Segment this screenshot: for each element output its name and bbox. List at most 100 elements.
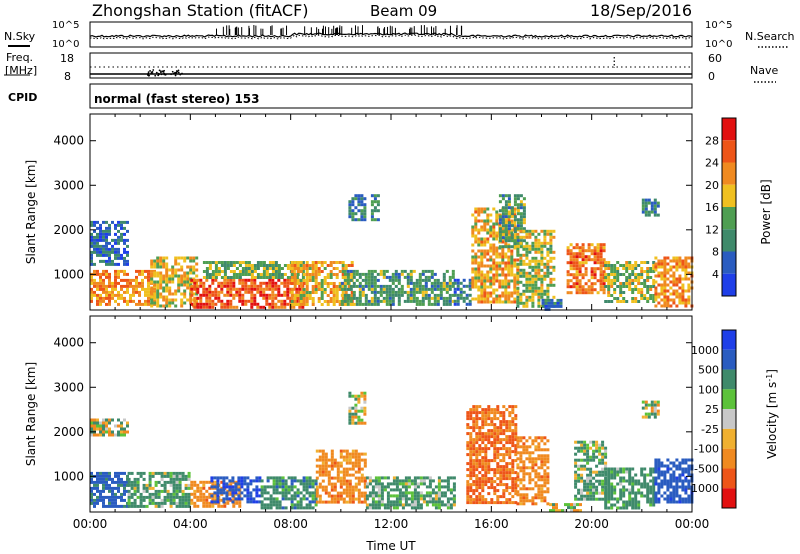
heatmap-cell: [342, 488, 346, 492]
heatmap-cell: [401, 479, 405, 483]
heatmap-cell: [365, 494, 369, 498]
heatmap-cell: [324, 455, 328, 459]
heatmap-cell: [516, 244, 520, 248]
heatmap-cell: [425, 503, 429, 507]
heatmap-cell: [363, 406, 367, 410]
heatmap-cell: [225, 482, 229, 486]
heatmap-cell: [320, 282, 324, 285]
heatmap-cell: [578, 285, 582, 289]
heatmap-cell: [499, 477, 503, 481]
heatmap-cell: [637, 291, 641, 294]
heatmap-cell: [193, 480, 197, 484]
heatmap-cell: [355, 272, 359, 276]
heatmap-cell: [445, 299, 449, 303]
heatmap-cell: [174, 289, 178, 293]
heatmap-cell: [492, 249, 496, 253]
heatmap-cell: [510, 261, 514, 265]
heatmap-cell: [202, 284, 206, 288]
heatmap-cell: [541, 298, 545, 302]
heatmap-cell: [217, 504, 221, 508]
heatmap-cell: [183, 283, 187, 287]
heatmap-cell: [531, 229, 535, 233]
heatmap-cell: [208, 284, 212, 288]
heatmap-cell: [543, 469, 547, 473]
heatmap-cell: [114, 238, 117, 242]
heatmap-cell: [142, 489, 146, 493]
heatmap-cell: [400, 284, 404, 288]
heatmap-cell: [469, 465, 473, 469]
heatmap-cell: [451, 281, 455, 285]
heatmap-cell: [229, 293, 233, 297]
freq-dot: [164, 73, 167, 76]
heatmap-cell: [398, 488, 402, 492]
heatmap-cell: [427, 278, 431, 282]
heatmap-cell: [302, 294, 306, 297]
heatmap-cell: [654, 286, 658, 290]
heatmap-cell: [367, 299, 371, 303]
heatmap-cell: [376, 209, 380, 213]
heatmap-cell: [406, 290, 410, 294]
heatmap-cell: [166, 489, 170, 493]
heatmap-cell: [193, 483, 197, 487]
heatmap-cell: [410, 482, 414, 486]
heatmap-cell: [298, 287, 302, 291]
heatmap-cell: [190, 492, 194, 496]
heatmap-cell: [578, 249, 582, 253]
heatmap-cell: [263, 506, 267, 510]
heatmap-cell: [489, 282, 493, 286]
heatmap-cell: [681, 265, 685, 269]
heatmap-cell: [647, 210, 651, 214]
heatmap-cell: [543, 229, 547, 233]
heatmap-cell: [489, 279, 493, 283]
heatmap-cell: [525, 289, 529, 293]
heatmap-cell: [117, 275, 120, 279]
heatmap-cell: [534, 250, 538, 254]
heatmap-cell: [513, 297, 517, 301]
heatmap-cell: [235, 290, 239, 294]
heatmap-cell: [290, 303, 294, 306]
heatmap-cell: [419, 482, 423, 486]
heatmap-cell: [622, 503, 626, 507]
heatmap-cell: [93, 247, 96, 251]
heatmap-cell: [546, 253, 550, 257]
heatmap-cell: [385, 302, 389, 306]
heatmap-cell: [220, 264, 224, 267]
heatmap-cell: [172, 492, 176, 496]
heatmap-cell: [400, 272, 404, 276]
heatmap-cell: [392, 479, 396, 483]
heatmap-cell: [360, 218, 364, 222]
heatmap-cell: [640, 470, 644, 474]
heatmap-cell: [546, 502, 550, 506]
heatmap-cell: [332, 291, 336, 294]
heatmap-cell: [508, 441, 512, 445]
heatmap-cell: [272, 485, 276, 489]
heatmap-cell: [415, 281, 419, 285]
heatmap-cell: [388, 275, 392, 279]
heatmap-cell: [592, 443, 596, 447]
heatmap-cell: [234, 485, 238, 489]
heatmap-cell: [496, 453, 500, 457]
heatmap-cell: [99, 259, 102, 263]
heatmap-cell: [452, 476, 456, 480]
heatmap-cell: [401, 506, 405, 510]
heatmap-cell: [583, 479, 587, 483]
heatmap-cell: [311, 267, 315, 270]
heatmap-cell: [404, 497, 408, 501]
heatmap-cell: [147, 296, 150, 300]
heatmap-cell: [108, 430, 111, 434]
heatmap-cell: [687, 286, 691, 290]
heatmap-cell: [281, 491, 285, 495]
heatmap-cell: [477, 273, 481, 277]
heatmap-cell: [550, 301, 554, 305]
heatmap-cell: [466, 444, 470, 448]
heatmap-cell: [495, 246, 499, 250]
heatmap-cell: [672, 259, 676, 263]
heatmap-cell: [111, 281, 114, 285]
heatmap-cell: [604, 494, 608, 498]
heatmap-cell: [90, 293, 93, 297]
heatmap-cell: [308, 476, 312, 480]
heatmap-cell: [246, 500, 250, 504]
heatmap-cell: [371, 500, 375, 504]
heatmap-cell: [154, 492, 158, 496]
heatmap-cell: [141, 302, 144, 306]
